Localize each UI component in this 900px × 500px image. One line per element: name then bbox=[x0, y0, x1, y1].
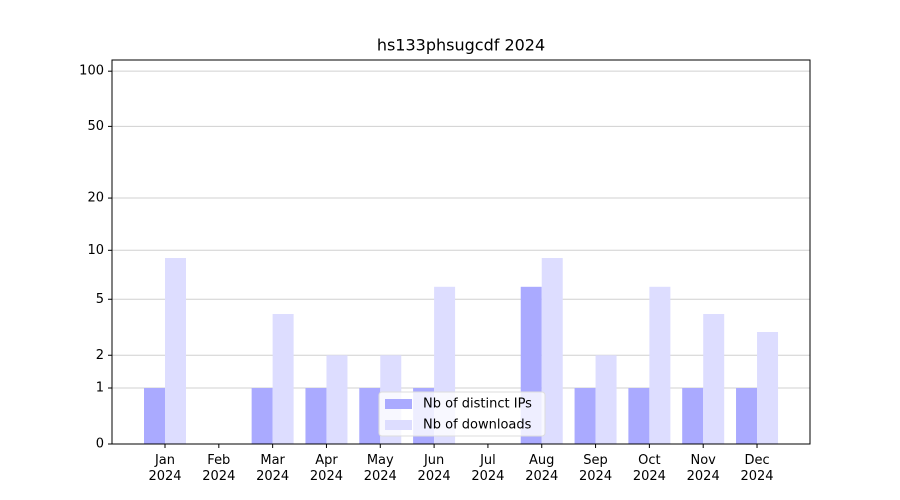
x-tick-label: Apr 2024 bbox=[309, 453, 343, 484]
y-tick-label: 100 bbox=[79, 64, 104, 79]
y-tick-label: 20 bbox=[87, 191, 104, 206]
x-tick-label: Jan 2024 bbox=[148, 453, 182, 484]
y-tick-label: 50 bbox=[87, 119, 104, 134]
bar bbox=[649, 286, 671, 444]
x-tick-label: Jul 2024 bbox=[471, 453, 505, 484]
chart-title: hs133phsugcdf 2024 bbox=[377, 36, 545, 55]
bar bbox=[251, 388, 273, 444]
x-tick-label: May 2024 bbox=[363, 453, 397, 484]
x-tick-label: Sep 2024 bbox=[579, 453, 613, 484]
x-tick-label: Jun 2024 bbox=[417, 453, 451, 484]
x-tick-label: Feb 2024 bbox=[202, 453, 236, 484]
plot-frame bbox=[111, 59, 811, 445]
bar bbox=[144, 388, 165, 444]
y-tick-label: 0 bbox=[96, 437, 104, 452]
bar bbox=[628, 388, 650, 444]
bar bbox=[272, 313, 294, 444]
y-tick-label: 2 bbox=[96, 348, 104, 363]
bar bbox=[757, 332, 779, 444]
y-tick-label: 1 bbox=[96, 381, 104, 396]
legend-label: Nb of downloads bbox=[423, 418, 532, 433]
x-tick-label: Nov 2024 bbox=[686, 453, 720, 484]
bar bbox=[541, 257, 563, 444]
bar bbox=[595, 355, 617, 444]
bar bbox=[165, 257, 186, 444]
bar bbox=[326, 355, 348, 444]
legend-swatch bbox=[385, 420, 412, 430]
bar bbox=[305, 388, 327, 444]
bar bbox=[736, 388, 758, 444]
bar bbox=[703, 313, 725, 444]
bar bbox=[574, 388, 596, 444]
bar bbox=[359, 388, 381, 444]
x-tick-label: Aug 2024 bbox=[525, 453, 559, 484]
y-tick-label: 5 bbox=[96, 292, 104, 307]
legend-label: Nb of distinct IPs bbox=[423, 397, 532, 412]
legend-swatch bbox=[385, 399, 412, 409]
y-tick-label: 10 bbox=[87, 243, 104, 258]
legend-box bbox=[378, 391, 546, 437]
x-tick-label: Oct 2024 bbox=[632, 453, 666, 484]
bar bbox=[682, 388, 704, 444]
x-tick-label: Dec 2024 bbox=[740, 453, 774, 484]
x-tick-label: Mar 2024 bbox=[256, 453, 290, 484]
